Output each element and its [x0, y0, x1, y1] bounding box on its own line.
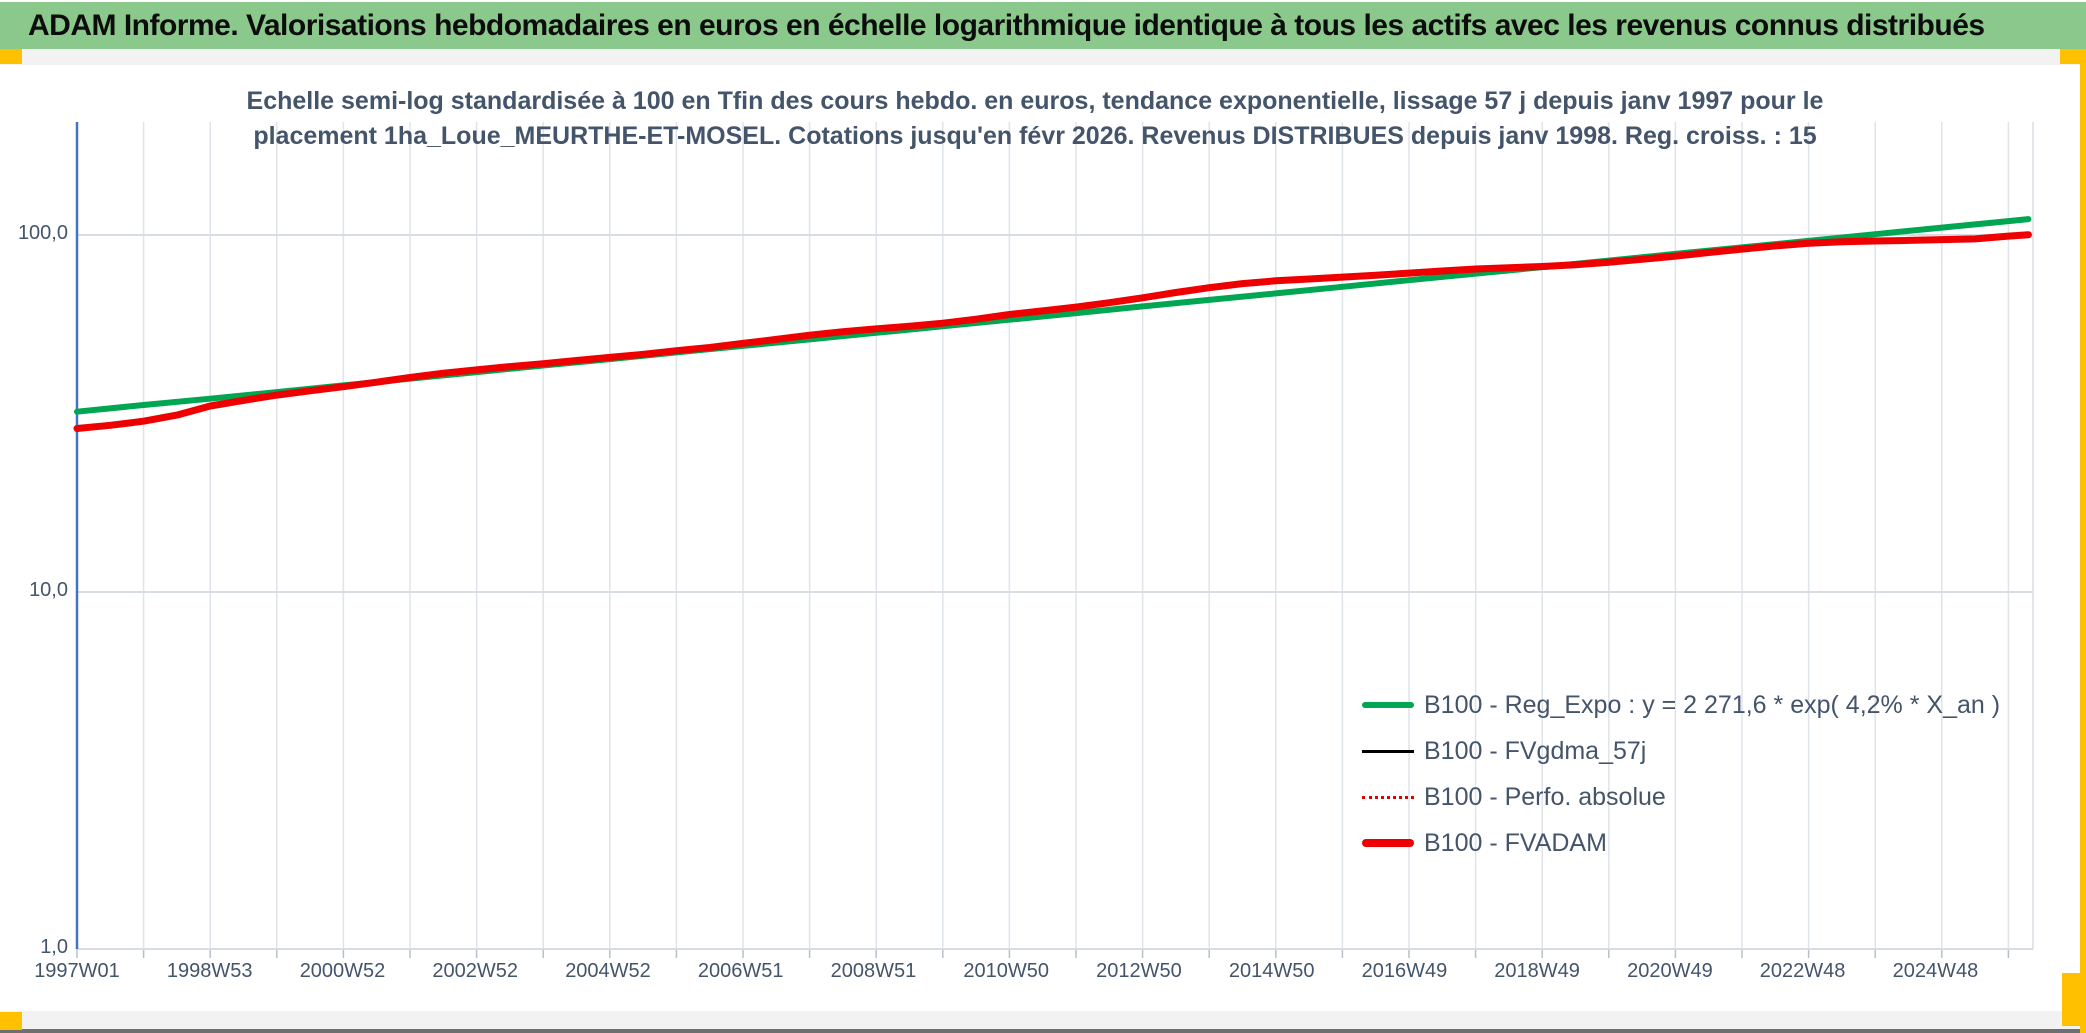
footer-band	[0, 1011, 2086, 1030]
x-axis-label: 2020W49	[1627, 960, 1713, 982]
legend-label: B100 - FVgdma_57j	[1424, 736, 1647, 765]
corner-marker-bottom-left	[0, 1012, 22, 1030]
x-axis-label: 2002W52	[432, 960, 518, 982]
x-axis-label: 2012W50	[1096, 960, 1182, 982]
legend-line-swatch	[1362, 702, 1414, 708]
corner-marker-top-right	[2060, 49, 2086, 64]
legend-item: B100 - FVADAM	[1362, 820, 2000, 866]
y-axis-label-10: 10,0	[29, 579, 68, 601]
x-axis-label: 2022W48	[1759, 960, 1846, 982]
x-axis-label: 2018W49	[1494, 960, 1580, 982]
report-header-bar: ADAM Informe. Valorisations hebdomadaire…	[0, 2, 2086, 49]
header-underline-band	[0, 49, 2086, 65]
legend: B100 - Reg_Expo : y = 2 271,6 * exp( 4,2…	[1362, 682, 2000, 866]
x-axis-label: 2004W52	[565, 960, 651, 982]
x-axis-label: 2006W51	[697, 960, 784, 982]
chart-title-line1: Echelle semi-log standardisée à 100 en T…	[246, 87, 1824, 115]
x-axis-label: 2000W52	[299, 960, 386, 982]
x-axis-label: 2008W51	[830, 960, 917, 982]
legend-label: B100 - Perfo. absolue	[1424, 782, 1666, 811]
legend-line-swatch	[1362, 839, 1414, 847]
y-axis-label-1: 1,0	[40, 936, 68, 958]
x-axis-label: 1998W53	[166, 960, 253, 982]
legend-item: B100 - Reg_Expo : y = 2 271,6 * exp( 4,2…	[1362, 682, 2000, 728]
legend-line-swatch	[1362, 795, 1414, 799]
bottom-divider	[0, 1029, 2086, 1033]
x-axis-label: 2016W49	[1361, 960, 1448, 982]
legend-item: B100 - Perfo. absolue	[1362, 774, 2000, 820]
chart-title-line2: placement 1ha_Loue_MEURTHE-ET-MOSEL. Cot…	[253, 122, 1817, 150]
legend-label: B100 - FVADAM	[1424, 828, 1607, 857]
right-edge-marker-strip	[2080, 49, 2086, 1033]
legend-label: B100 - Reg_Expo : y = 2 271,6 * exp( 4,2…	[1424, 690, 2001, 719]
chart-title: Echelle semi-log standardisée à 100 en T…	[210, 84, 1860, 154]
x-axis-label: 2024W48	[1892, 960, 1979, 982]
legend-item: B100 - FVgdma_57j	[1362, 728, 2000, 774]
corner-marker-top-left	[0, 49, 22, 64]
y-axis-label-100: 100,0	[17, 222, 68, 244]
corner-marker-bottom-right	[2062, 973, 2086, 1026]
x-axis-label: 2014W50	[1228, 960, 1315, 982]
x-axis-label: 1997W01	[34, 960, 120, 982]
x-axis-label: 2010W50	[963, 960, 1049, 982]
page-title: ADAM Informe. Valorisations hebdomadaire…	[28, 8, 1985, 42]
legend-line-swatch	[1362, 749, 1414, 753]
